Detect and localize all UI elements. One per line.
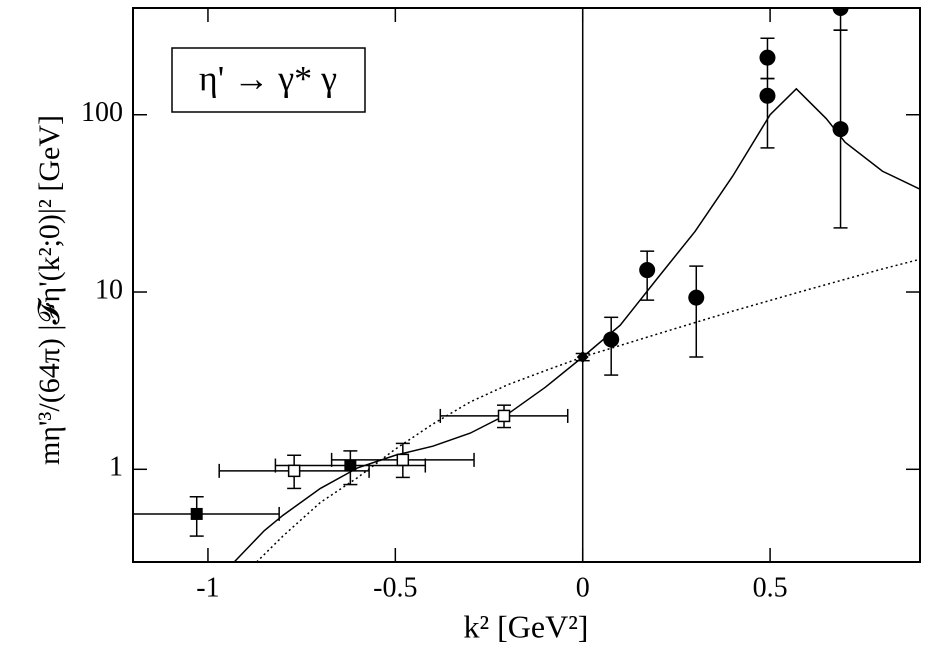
plot-area: [133, 8, 920, 562]
point: [576, 350, 589, 363]
point: [344, 459, 357, 472]
point: [396, 453, 410, 467]
x-tick-label: -0.5: [373, 572, 417, 603]
y-tick-label: 100: [81, 97, 123, 128]
point: [688, 289, 705, 306]
y-tick-label: 1: [109, 452, 123, 483]
y-tick-label: 10: [95, 274, 123, 305]
annotation: η' → γ* γ: [199, 58, 337, 98]
curve: [256, 258, 920, 562]
x-tick-label: 0: [576, 572, 590, 603]
annotation-box: [171, 47, 366, 113]
point: [190, 507, 203, 520]
point: [603, 331, 620, 348]
point: [759, 49, 776, 66]
x-tick-label: -1: [196, 572, 219, 603]
point: [497, 409, 511, 423]
point: [832, 8, 849, 16]
x-axis-label: k² [GeV²]: [464, 608, 589, 644]
x-tick-label: 0.5: [753, 572, 788, 603]
point: [759, 87, 776, 104]
y-axis-label: mη'³/(64π) |𝓕η'(k²;0)|² [GeV]: [33, 115, 66, 465]
curve: [233, 87, 920, 562]
plot-frame: [132, 7, 921, 563]
point: [287, 464, 301, 478]
point: [639, 262, 656, 279]
point: [832, 121, 849, 138]
